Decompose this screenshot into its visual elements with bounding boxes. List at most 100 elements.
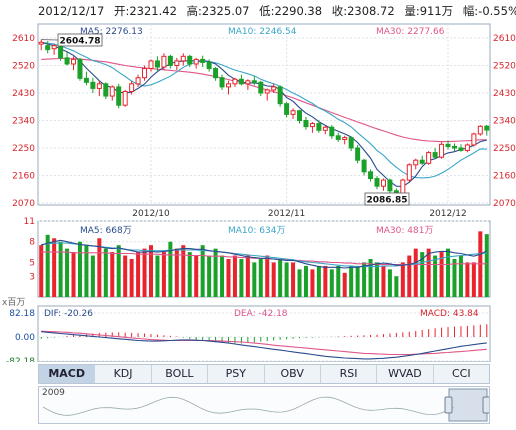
- volume-bar: [400, 262, 405, 297]
- volume-bar: [148, 245, 154, 297]
- navigator-sparkline: [42, 396, 454, 416]
- candle-body: [219, 77, 225, 88]
- candle-body: [277, 86, 283, 105]
- volume-bar: [452, 259, 457, 297]
- volume-bar: [420, 252, 425, 297]
- tab-wvad[interactable]: WVAD: [377, 365, 434, 383]
- volume-bar: [103, 248, 108, 297]
- candle-body: [290, 110, 296, 115]
- tab-rsi[interactable]: RSI: [321, 365, 378, 383]
- volume-bar: [181, 245, 186, 297]
- candle-body: [258, 81, 264, 94]
- volume-bar: [394, 276, 399, 297]
- volume-bar: [310, 269, 315, 297]
- candle-body: [135, 77, 141, 85]
- candle-body: [413, 159, 419, 166]
- volume-bar: [52, 238, 57, 297]
- candle-body: [193, 58, 199, 65]
- volume-legend-ma5: MA5: 668万: [80, 226, 132, 236]
- candle-body: [329, 126, 335, 137]
- volume-legend-ma30: MA30: 481万: [376, 226, 433, 236]
- candle-body: [161, 55, 167, 68]
- volume-tick-left: 3: [29, 272, 35, 282]
- volume-bar: [110, 252, 115, 297]
- tab-obv[interactable]: OBV: [265, 365, 321, 383]
- candle-body: [342, 137, 348, 140]
- price-tick-left: 2520: [12, 62, 35, 72]
- tab-psy[interactable]: PSY: [208, 365, 265, 383]
- volume-bar: [323, 265, 328, 297]
- navigator-handle-left[interactable]: [444, 396, 453, 414]
- chart-canvas[interactable]: 2610 2610 2520 2520 2430 2430 2340 2340 2250 2250…: [0, 0, 516, 362]
- tab-boll[interactable]: BOLL: [152, 365, 209, 383]
- candle-body: [232, 78, 238, 85]
- volume-bar: [155, 255, 160, 297]
- navigator-canvas[interactable]: [39, 387, 489, 423]
- price-ma5-line: [41, 41, 487, 188]
- volume-bar: [374, 262, 380, 297]
- candle-body: [361, 159, 367, 173]
- tab-cci[interactable]: CCI: [452, 367, 471, 380]
- candle-body: [303, 120, 309, 128]
- navigator-handle-right[interactable]: [482, 396, 489, 414]
- volume-bar: [458, 255, 463, 297]
- candle-body: [322, 126, 328, 131]
- price-tick-left: 2340: [12, 117, 35, 127]
- macd-tick-left: 0.00: [15, 333, 35, 343]
- volume-bar: [284, 262, 289, 297]
- candle-body: [58, 45, 64, 59]
- candle-body: [439, 143, 445, 158]
- tab-kdj[interactable]: KDJ: [95, 365, 152, 383]
- volume-bar: [355, 265, 360, 297]
- volume-bar: [303, 265, 308, 297]
- volume-bar: [161, 252, 166, 297]
- candle-body: [45, 45, 51, 51]
- volume-bar: [232, 255, 237, 297]
- candle-body: [148, 60, 154, 70]
- navigator-window[interactable]: [448, 388, 488, 422]
- volume-bar: [187, 252, 192, 297]
- volume-bar: [245, 255, 250, 297]
- volume-bar: [84, 245, 89, 297]
- navigator-year-label: 2009: [42, 388, 65, 398]
- tab-macd[interactable]: MACD: [39, 365, 96, 383]
- range-navigator[interactable]: 2009: [38, 386, 490, 424]
- volume-tick-left: 5: [29, 258, 35, 268]
- candle-body: [213, 68, 219, 79]
- volume-bar: [116, 245, 121, 297]
- volume-bar: [220, 255, 225, 297]
- volume-bar: [433, 255, 438, 297]
- price-legend-ma5: MA5: 2276.13: [80, 27, 143, 37]
- volume-bar: [291, 262, 296, 297]
- candle-body: [225, 83, 231, 88]
- quote-open: 开:2321.42: [113, 4, 177, 18]
- candle-body: [406, 164, 412, 181]
- quote-volume: 量:911万: [404, 4, 454, 18]
- candle-body: [51, 45, 57, 50]
- price-tick-left: 2250: [12, 144, 35, 154]
- volume-bar: [142, 248, 147, 297]
- macd-legend-macd: MACD: 43.84: [420, 309, 479, 319]
- candle-body: [271, 86, 277, 91]
- low-annotation-box: [364, 192, 410, 206]
- candle-body: [309, 123, 315, 128]
- quote-high: 高:2325.07: [186, 4, 250, 18]
- price-x-tick-label: 2012/12: [429, 209, 466, 219]
- volume-tick-left: 11: [24, 217, 35, 227]
- volume-bar: [381, 265, 386, 297]
- candle-body: [451, 145, 457, 149]
- volume-bar: [465, 262, 470, 297]
- volume-bar: [368, 259, 373, 297]
- volume-bar: [90, 255, 95, 297]
- candle-body: [458, 147, 464, 151]
- volume-bar: [207, 255, 212, 297]
- volume-bar: [168, 241, 173, 297]
- volume-bar: [252, 262, 257, 297]
- price-tick-left: 2610: [12, 34, 35, 44]
- volume-bar: [271, 262, 276, 297]
- quote-header: 2012/12/17 开:2321.42 高:2325.07 低:2290.38…: [0, 0, 516, 22]
- volume-bar: [407, 255, 412, 297]
- candle-body: [238, 78, 244, 85]
- volume-bar: [329, 269, 334, 297]
- candle-body: [122, 90, 128, 106]
